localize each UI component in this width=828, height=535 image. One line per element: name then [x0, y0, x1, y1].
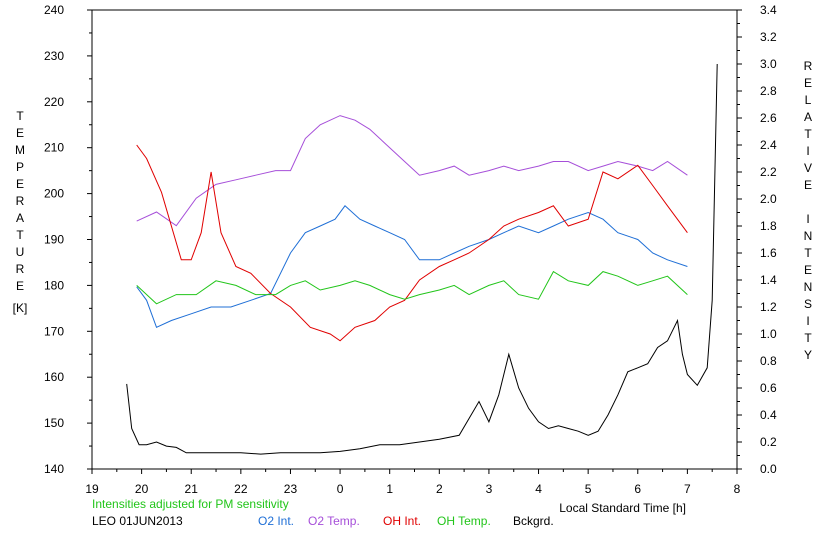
axis-title-letter: R: [16, 194, 25, 208]
series-line-o2-temp: [136, 115, 688, 227]
x-axis-title: Local Standard Time [h]: [559, 501, 686, 515]
left-tick-label: 180: [44, 278, 64, 292]
axis-title-letter: N: [804, 229, 813, 243]
axis-title-letter: E: [804, 76, 812, 90]
x-tick-label: 19: [85, 482, 99, 496]
right-tick-label: 1.6: [760, 246, 777, 260]
axis-title-letter: E: [804, 178, 812, 192]
series-line-bckgrd: [126, 63, 718, 455]
axis-title-letter: U: [16, 245, 25, 259]
right-tick-label: 1.0: [760, 327, 777, 341]
right-tick-label: 1.8: [760, 219, 777, 233]
axis-title-letter: Y: [804, 348, 812, 362]
x-tick-label: 1: [386, 482, 393, 496]
left-axis: 140 150 160 170 180 190 200 210 220 230 240: [44, 3, 92, 476]
x-tick-label: 5: [585, 482, 592, 496]
x-tick-label: 3: [486, 482, 493, 496]
axis-title-letter: I: [806, 144, 809, 158]
left-tick-label: 190: [44, 233, 64, 247]
x-tick-label: 7: [684, 482, 691, 496]
series-line-oh-int: [136, 144, 688, 342]
right-tick-label: 3.0: [760, 57, 777, 71]
x-tick-label: 6: [634, 482, 641, 496]
right-tick-label: 2.8: [760, 84, 777, 98]
legend-item: OH Int.: [383, 514, 421, 528]
right-tick-label: 0.2: [760, 435, 777, 449]
left-tick-label: 160: [44, 370, 64, 384]
axis-title-letter: A: [16, 211, 24, 225]
x-tick-label: 22: [234, 482, 248, 496]
right-tick-label: 2.2: [760, 165, 777, 179]
series-line-oh-temp: [136, 270, 688, 305]
left-tick-label: 200: [44, 187, 64, 201]
right-tick-label: 3.4: [760, 3, 777, 17]
x-tick-label: 21: [185, 482, 199, 496]
left-tick-label: 140: [44, 462, 64, 476]
legend-item: O2 Int.: [258, 514, 294, 528]
left-tick-label: 220: [44, 95, 64, 109]
right-tick-label: 2.0: [760, 192, 777, 206]
left-tick-label: 170: [44, 324, 64, 338]
axis-title-letter: E: [16, 279, 24, 293]
right-tick-label: 2.4: [760, 138, 777, 152]
axis-title-letter: T: [16, 228, 24, 242]
right-tick-label: 1.2: [760, 300, 777, 314]
axis-title-letter: E: [16, 126, 24, 140]
axis-title-letter: E: [16, 177, 24, 191]
axis-title-letter: L: [805, 93, 812, 107]
station-date-label: LEO 01JUN2013: [92, 514, 183, 528]
axis-title-letter: R: [804, 59, 813, 73]
left-tick-label: 210: [44, 141, 64, 155]
left-axis-unit: [K]: [13, 301, 28, 315]
legend-item: Bckgrd.: [513, 514, 554, 528]
axis-title-letter: S: [804, 297, 812, 311]
axis-title-letter: I: [806, 212, 809, 226]
left-tick-label: 240: [44, 3, 64, 17]
x-tick-label: 0: [337, 482, 344, 496]
axis-title-letter: T: [804, 246, 812, 260]
axis-title-letter: I: [806, 314, 809, 328]
right-tick-label: 0.0: [760, 462, 777, 476]
series-layer: [126, 63, 718, 455]
axis-title-letter: V: [804, 161, 812, 175]
right-tick-label: 0.8: [760, 354, 777, 368]
right-tick-label: 0.4: [760, 408, 777, 422]
x-tick-label: 2: [436, 482, 443, 496]
axis-title-letter: R: [16, 262, 25, 276]
x-tick-label: 4: [535, 482, 542, 496]
axis-title-letter: A: [804, 110, 812, 124]
x-tick-label: 23: [284, 482, 298, 496]
right-tick-label: 1.4: [760, 273, 777, 287]
x-tick-label: 20: [135, 482, 149, 496]
series-line-o2-int: [136, 205, 688, 328]
right-tick-label: 2.6: [760, 111, 777, 125]
legend: O2 Int. O2 Temp. OH Int. OH Temp. Bckgrd.: [258, 514, 554, 528]
axis-title-letter: N: [804, 280, 813, 294]
left-tick-label: 230: [44, 49, 64, 63]
axis-title-letter: M: [15, 143, 25, 157]
right-axis: 0.0 0.2 0.4 0.6 0.8 1.0 1.2 1.4 1.6 1.8 2.0 2.2 2.4 2…: [737, 3, 777, 476]
sensitivity-note: Intensities adjusted for PM sensitivity: [92, 497, 289, 511]
axis-title-letter: P: [16, 160, 24, 174]
axis-title-letter: T: [804, 127, 812, 141]
axis-title-letter: E: [804, 263, 812, 277]
axis-title-letter: T: [804, 331, 812, 345]
legend-item: OH Temp.: [437, 514, 491, 528]
right-tick-label: 3.2: [760, 30, 777, 44]
axis-title-letter: T: [16, 109, 24, 123]
legend-item: O2 Temp.: [308, 514, 360, 528]
x-axis: 19 20 21 22 23 0 1 2 3 4 5 6 7 8: [85, 469, 741, 496]
right-tick-label: 0.6: [760, 381, 777, 395]
left-tick-label: 150: [44, 416, 64, 430]
x-tick-label: 8: [734, 482, 741, 496]
plot-frame: [91, 9, 738, 470]
